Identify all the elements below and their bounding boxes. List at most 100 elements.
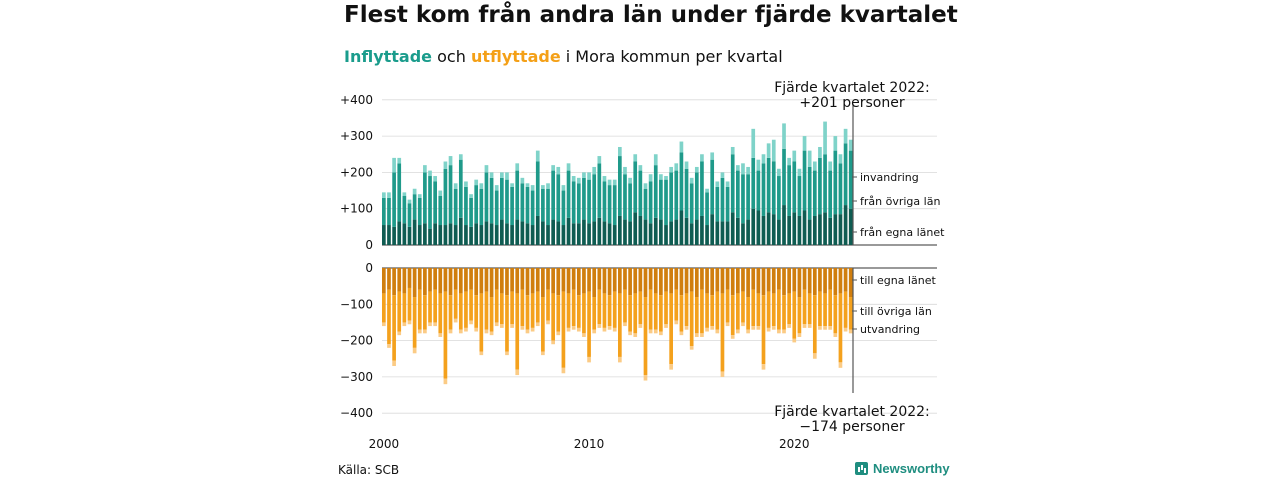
- bar-in-1: [618, 156, 622, 216]
- bar-in-2: [756, 159, 761, 171]
- bar-in-0: [423, 223, 427, 245]
- bar-in-1: [787, 165, 791, 216]
- bar-out-0: [458, 268, 463, 294]
- bar-out-0: [448, 268, 453, 296]
- bar-out-0: [628, 268, 632, 296]
- bar-out-1: [684, 293, 689, 327]
- bar-out-1: [807, 293, 812, 325]
- bar-in-2: [423, 165, 427, 173]
- bar-out-2: [546, 320, 550, 325]
- bar-out-0: [494, 268, 499, 290]
- bar-in-1: [551, 170, 555, 220]
- bar-out-0: [777, 268, 781, 290]
- bar-in-1: [597, 163, 602, 218]
- bar-out-1: [623, 289, 627, 323]
- bar-out-0: [669, 268, 673, 294]
- bar-out-0: [525, 268, 530, 296]
- bar-out-0: [838, 268, 843, 294]
- series-label-out: utvandring: [860, 323, 920, 336]
- bar-in-2: [453, 183, 458, 189]
- bar-in-1: [576, 183, 581, 224]
- bar-out-0: [397, 268, 402, 292]
- bar-out-1: [771, 293, 776, 327]
- bar-in-1: [535, 161, 540, 216]
- bar-in-2: [530, 185, 535, 191]
- bar-in-1: [818, 157, 822, 215]
- bar-in-0: [694, 219, 699, 245]
- bar-in-2: [787, 157, 791, 166]
- bar-out-2: [725, 322, 730, 327]
- annotation-bottom-line1: Fjärde kvartalet 2022:: [774, 404, 930, 420]
- bar-out-2: [843, 327, 848, 332]
- bar-out-1: [484, 291, 489, 330]
- bar-in-1: [638, 170, 643, 216]
- bar-out-1: [489, 297, 494, 332]
- bar-in-2: [797, 168, 802, 177]
- bar-out-2: [505, 351, 509, 356]
- bar-out-0: [848, 268, 853, 298]
- bar-in-1: [700, 161, 704, 216]
- bar-out-0: [551, 268, 555, 294]
- bar-out-1: [607, 295, 612, 327]
- bar-in-0: [500, 219, 504, 245]
- bar-in-2: [684, 161, 689, 169]
- bar-in-0: [592, 221, 597, 245]
- series-labels: från egna länet från övriga län invandring…: [852, 171, 945, 336]
- bar-in-0: [479, 225, 484, 245]
- bar-in-2: [833, 136, 838, 151]
- bar-in-0: [818, 214, 822, 246]
- bar-out-0: [730, 268, 735, 296]
- bar-in-2: [464, 181, 468, 187]
- bar-out-2: [556, 331, 561, 336]
- bar-out-1: [823, 293, 827, 327]
- bar-out-2: [638, 324, 643, 328]
- bar-in-1: [679, 152, 684, 211]
- bar-out-1: [633, 293, 638, 334]
- bar-out-2: [777, 329, 781, 334]
- bar-out-2: [623, 322, 627, 327]
- bar-out-1: [402, 293, 407, 323]
- bar-out-2: [520, 326, 525, 330]
- bar-out-0: [705, 268, 709, 294]
- bar-in-1: [664, 179, 668, 226]
- bar-in-0: [489, 223, 494, 245]
- bar-in-2: [812, 161, 817, 171]
- bar-in-1: [428, 176, 432, 229]
- bar-in-2: [407, 199, 412, 204]
- bar-out-2: [664, 324, 668, 328]
- bar-out-0: [515, 268, 520, 294]
- bar-in-0: [756, 210, 761, 245]
- bar-out-1: [761, 295, 766, 365]
- bar-out-1: [751, 289, 756, 327]
- bar-in-2: [628, 177, 632, 184]
- y-tick-label: −200: [340, 334, 373, 348]
- bar-in-0: [823, 212, 827, 245]
- bar-in-2: [720, 172, 725, 178]
- annotations-group: Fjärde kvartalet 2022: +201 personer Fjä…: [774, 80, 930, 435]
- bar-in-1: [848, 150, 853, 209]
- bar-in-2: [556, 166, 561, 175]
- bar-in-2: [612, 179, 617, 186]
- bar-in-2: [520, 177, 525, 184]
- bar-out-0: [571, 268, 576, 290]
- bar-out-1: [505, 295, 509, 352]
- bar-in-0: [838, 214, 843, 246]
- bar-in-2: [694, 166, 699, 173]
- bar-out-2: [443, 378, 448, 385]
- bar-out-2: [392, 360, 396, 367]
- bar-in-2: [412, 188, 417, 195]
- bar-out-1: [407, 287, 412, 321]
- bar-in-2: [433, 176, 437, 182]
- bar-out-2: [766, 327, 771, 332]
- bar-out-2: [746, 329, 750, 334]
- bar-in-2: [689, 177, 694, 184]
- bar-in-2: [777, 168, 781, 177]
- bar-out-0: [623, 268, 627, 290]
- bar-out-1: [479, 293, 484, 352]
- bar-out-1: [571, 289, 576, 327]
- bar-in-1: [633, 161, 638, 213]
- bar-out-0: [802, 268, 807, 290]
- bar-out-1: [710, 295, 715, 327]
- bar-out-2: [838, 362, 843, 368]
- bar-in-2: [484, 165, 489, 173]
